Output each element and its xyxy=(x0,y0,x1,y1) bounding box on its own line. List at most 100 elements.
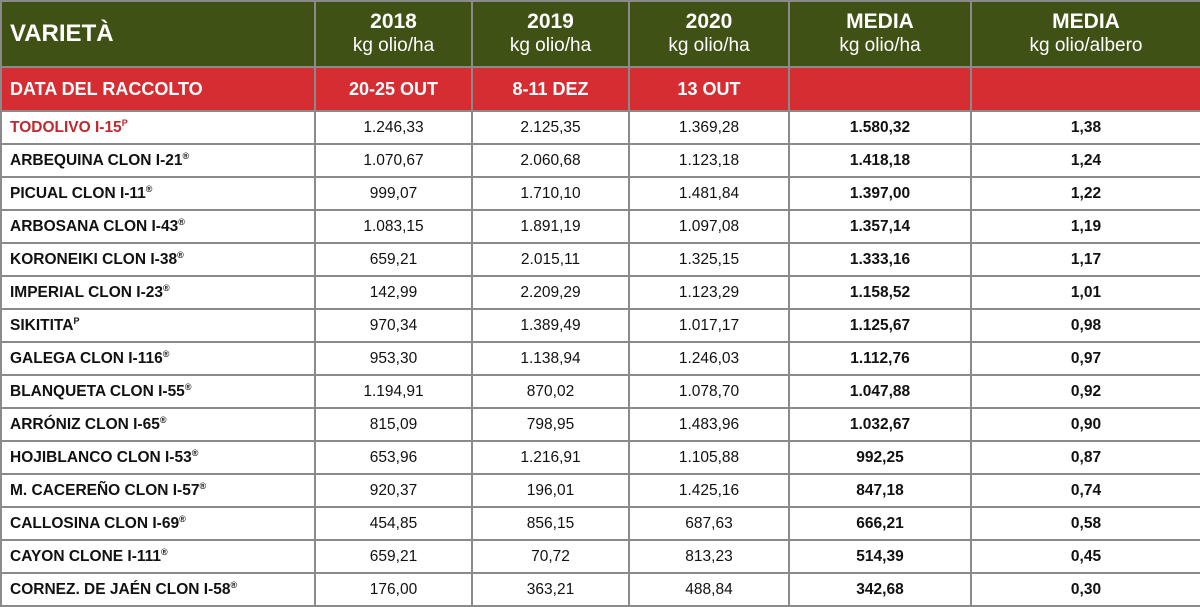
variety-name: BLANQUETA CLON I-55® xyxy=(0,374,316,409)
yield-cell: 1.710,10 xyxy=(471,176,630,211)
col-title: 2019 xyxy=(527,10,574,33)
media-albero-cell: 0,74 xyxy=(970,473,1200,508)
col-title: 2020 xyxy=(685,10,733,33)
col-header-2020: 2020 kg olio/ha xyxy=(628,0,790,68)
media-ha-cell: 992,25 xyxy=(788,440,972,475)
variety-name: CORNEZ. DE JAÉN CLON I-58® xyxy=(0,572,316,607)
yield-cell: 2.060,68 xyxy=(471,143,630,178)
table-row: M. CACEREÑO CLON I-57® 920,37 196,01 1.425,… xyxy=(0,473,1200,508)
yield-cell: 870,02 xyxy=(471,374,630,409)
variety-name: KORONEIKI CLON I-38® xyxy=(0,242,316,277)
yield-cell: 815,09 xyxy=(314,407,473,442)
media-ha-cell: 1.032,67 xyxy=(788,407,972,442)
yield-cell: 454,85 xyxy=(314,506,473,541)
yield-cell: 1.389,49 xyxy=(471,308,630,343)
col-unit: kg olio/ha xyxy=(839,35,921,56)
yield-cell: 2.209,29 xyxy=(471,275,630,310)
yield-cell: 1.481,84 xyxy=(628,176,790,211)
harvest-date-row: DATA DEL RACCOLTO 20-25 OUT 8-11 DEZ 13 … xyxy=(0,66,1200,112)
media-albero-cell: 1,24 xyxy=(970,143,1200,178)
trademark-mark: ® xyxy=(177,250,184,260)
variety-header: VARIETÀ xyxy=(0,0,316,68)
harvest-label: DATA DEL RACCOLTO xyxy=(0,66,316,112)
variety-label: BLANQUETA CLON I-55 xyxy=(10,383,185,400)
col-title: MEDIA xyxy=(1052,10,1120,33)
yield-cell: 1.017,17 xyxy=(628,308,790,343)
media-ha-cell: 1.158,52 xyxy=(788,275,972,310)
variety-label: TODOLIVO I-15 xyxy=(10,119,122,136)
trademark-mark: P xyxy=(121,118,128,128)
table-row: CALLOSINA CLON I-69® 454,85 856,15 687,63 66… xyxy=(0,506,1200,541)
variety-name: PICUAL CLON I-11® xyxy=(0,176,316,211)
yield-cell: 1.425,16 xyxy=(628,473,790,508)
variety-label: HOJIBLANCO CLON I-53 xyxy=(10,449,192,466)
yield-cell: 1.138,94 xyxy=(471,341,630,376)
table-row: GALEGA CLON I-116® 953,30 1.138,94 1.246,03… xyxy=(0,341,1200,376)
yield-cell: 176,00 xyxy=(314,572,473,607)
trademark-mark: ® xyxy=(184,382,192,392)
variety-label: IMPERIAL CLON I-23 xyxy=(10,284,164,301)
media-albero-cell: 1,01 xyxy=(970,275,1200,310)
variety-label: ARBEQUINA CLON I-21 xyxy=(10,152,183,169)
media-albero-cell: 0,98 xyxy=(970,308,1200,343)
col-title: 2018 xyxy=(370,10,417,33)
yield-cell: 920,37 xyxy=(314,473,473,508)
media-ha-cell: 342,68 xyxy=(788,572,972,607)
media-albero-cell: 1,38 xyxy=(970,110,1200,145)
media-ha-cell: 1.357,14 xyxy=(788,209,972,244)
media-albero-cell: 1,17 xyxy=(970,242,1200,277)
table-row: ARBEQUINA CLON I-21® 1.070,67 2.060,68 1.12… xyxy=(0,143,1200,178)
variety-label: PICUAL CLON I-11 xyxy=(10,185,146,202)
yield-cell: 856,15 xyxy=(471,506,630,541)
yield-cell: 687,63 xyxy=(628,506,790,541)
table-row: PICUAL CLON I-11® 999,07 1.710,10 1.481,84 1… xyxy=(0,176,1200,211)
trademark-mark: ® xyxy=(191,448,199,458)
yield-cell: 142,99 xyxy=(314,275,473,310)
media-ha-cell: 666,21 xyxy=(788,506,972,541)
col-header-media-ha: MEDIA kg olio/ha xyxy=(788,0,972,68)
col-header-2018: 2018 kg olio/ha xyxy=(314,0,473,68)
yield-cell: 1.083,15 xyxy=(314,209,473,244)
variety-label: CAYON CLONE I-111 xyxy=(10,548,162,565)
col-unit: kg olio/ha xyxy=(668,35,750,56)
col-unit: kg olio/ha xyxy=(509,35,592,56)
yield-cell: 196,01 xyxy=(471,473,630,508)
harvest-date xyxy=(788,66,972,112)
media-albero-cell: 0,87 xyxy=(970,440,1200,475)
variety-name: ARBEQUINA CLON I-21® xyxy=(0,143,316,178)
header-row: VARIETÀ 2018 kg olio/ha 2019 kg olio/ha 20… xyxy=(0,0,1200,68)
variety-name: M. CACEREÑO CLON I-57® xyxy=(0,473,316,508)
yield-cell: 1.246,03 xyxy=(628,341,790,376)
variety-label: ARBOSANA CLON I-43 xyxy=(10,218,179,235)
yield-cell: 659,21 xyxy=(314,242,473,277)
variety-name: ARBOSANA CLON I-43® xyxy=(0,209,316,244)
yield-cell: 2.125,35 xyxy=(471,110,630,145)
table-row: CAYON CLONE I-111® 659,21 70,72 813,23 514,3… xyxy=(0,539,1200,574)
col-header-2019: 2019 kg olio/ha xyxy=(471,0,630,68)
media-ha-cell: 1.112,76 xyxy=(788,341,972,376)
table-row: CORNEZ. DE JAÉN CLON I-58® 176,00 363,21 48… xyxy=(0,572,1200,607)
media-albero-cell: 0,58 xyxy=(970,506,1200,541)
table-row: ARRÓNIZ CLON I-65® 815,09 798,95 1.483,96 1.… xyxy=(0,407,1200,442)
media-albero-cell: 0,30 xyxy=(970,572,1200,607)
variety-name: CALLOSINA CLON I-69® xyxy=(0,506,316,541)
variety-label: KORONEIKI CLON I-38 xyxy=(10,251,178,268)
variety-name: CAYON CLONE I-111® xyxy=(0,539,316,574)
variety-name: HOJIBLANCO CLON I-53® xyxy=(0,440,316,475)
trademark-mark: ® xyxy=(163,283,170,293)
yield-cell: 1.246,33 xyxy=(314,110,473,145)
media-albero-cell: 0,90 xyxy=(970,407,1200,442)
media-ha-cell: 1.333,16 xyxy=(788,242,972,277)
variety-label: CORNEZ. DE JAÉN CLON I-58 xyxy=(10,581,231,598)
trademark-mark: ® xyxy=(179,514,186,524)
table-row: SIKITITAP 970,34 1.389,49 1.017,17 1.125,67 0… xyxy=(0,308,1200,343)
trademark-mark: ® xyxy=(199,481,207,491)
trademark-mark: ® xyxy=(159,415,167,425)
col-unit: kg olio/ha xyxy=(352,35,435,56)
media-ha-cell: 1.397,00 xyxy=(788,176,972,211)
media-albero-cell: 0,97 xyxy=(970,341,1200,376)
variety-label: SIKITITA xyxy=(10,317,74,334)
media-albero-cell: 1,19 xyxy=(970,209,1200,244)
yield-cell: 659,21 xyxy=(314,539,473,574)
yield-cell: 363,21 xyxy=(471,572,630,607)
